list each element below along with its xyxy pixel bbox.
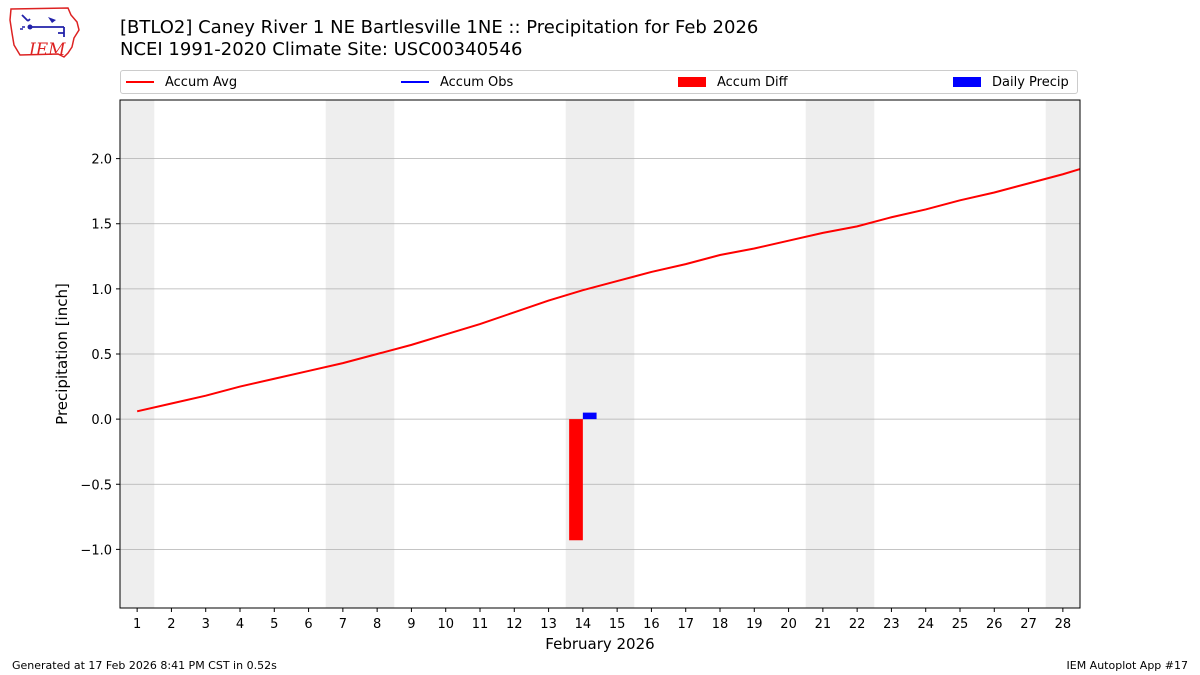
- x-tick-label: 24: [917, 617, 934, 632]
- x-tick-label: 4: [236, 617, 244, 632]
- x-tick-label: 15: [609, 617, 626, 632]
- y-tick-label: −1.0: [80, 543, 112, 558]
- y-tick-label: −0.5: [80, 478, 112, 493]
- chart-subtitle: NCEI 1991-2020 Climate Site: USC00340546: [120, 39, 523, 60]
- x-tick-label: 25: [952, 617, 969, 632]
- x-tick-label: 26: [986, 617, 1003, 632]
- x-tick-label: 20: [780, 617, 797, 632]
- series-lines: [136, 168, 1081, 413]
- daily-precip-bar: [582, 412, 597, 420]
- chart-title: [BTLO2] Caney River 1 NE Bartlesville 1N…: [120, 17, 759, 38]
- x-tick-label: 22: [849, 617, 866, 632]
- x-tick-label: 13: [540, 617, 557, 632]
- x-tick-label: 21: [815, 617, 832, 632]
- legend-item-accum-diff: Accum Diff: [678, 71, 788, 93]
- x-axis-label: February 2026: [545, 635, 654, 653]
- accum-diff-bar: [569, 419, 583, 541]
- y-tick-label: 1.0: [91, 283, 112, 298]
- iowa-state-map-icon: [9, 7, 80, 58]
- x-tick-label: 12: [506, 617, 523, 632]
- iem-logo: IEM: [8, 5, 80, 60]
- x-tick-label: 9: [407, 617, 415, 632]
- x-tick-label: 3: [202, 617, 210, 632]
- y-tick-label: 0.0: [91, 413, 112, 428]
- legend-swatch-accum-obs: [401, 81, 429, 83]
- x-tick-label: 7: [339, 617, 347, 632]
- bars: [569, 412, 597, 541]
- accum-avg-line: [136, 168, 1081, 413]
- legend-swatch-daily-precip: [953, 77, 981, 87]
- x-tick-label: 5: [270, 617, 278, 632]
- logo-text: IEM: [29, 40, 66, 60]
- legend-label-daily-precip: Daily Precip: [992, 74, 1069, 90]
- y-tick-label: 0.5: [91, 348, 112, 363]
- footer-app-text: IEM Autoplot App #17: [1066, 659, 1189, 672]
- gridlines: [120, 158, 1080, 550]
- x-tick-label: 6: [304, 617, 312, 632]
- y-tick-label: 1.5: [91, 218, 112, 233]
- x-tick-label: 11: [472, 617, 489, 632]
- footer-generated-text: Generated at 17 Feb 2026 8:41 PM CST in …: [12, 659, 277, 672]
- x-tick-label: 27: [1020, 617, 1037, 632]
- legend-label-accum-diff: Accum Diff: [717, 74, 788, 90]
- legend-swatch-accum-avg: [126, 81, 154, 83]
- x-tick-label: 18: [712, 617, 729, 632]
- legend-item-daily-precip: Daily Precip: [953, 71, 1069, 93]
- x-tick-label: 14: [575, 617, 592, 632]
- x-tick-label: 19: [746, 617, 763, 632]
- legend-item-accum-avg: Accum Avg: [126, 71, 237, 93]
- x-tick-label: 2: [167, 617, 175, 632]
- legend-swatch-accum-diff: [678, 77, 706, 87]
- legend: Accum Avg Accum Obs Accum Diff Daily Pre…: [120, 70, 1078, 94]
- axis-ticks: −1.0−0.50.00.51.01.52.01 2 3 4 5 6 7 8 9 10 11 12 13…: [80, 153, 1071, 632]
- y-tick-label: 2.0: [91, 153, 112, 168]
- x-tick-label: 8: [373, 617, 381, 632]
- x-tick-label: 16: [643, 617, 660, 632]
- x-tick-label: 23: [883, 617, 900, 632]
- x-tick-label: 1: [133, 617, 141, 632]
- x-tick-label: 10: [437, 617, 454, 632]
- legend-label-accum-obs: Accum Obs: [440, 74, 514, 90]
- x-tick-label: 17: [677, 617, 694, 632]
- legend-label-accum-avg: Accum Avg: [165, 74, 238, 90]
- x-tick-label: 28: [1055, 617, 1072, 632]
- legend-item-accum-obs: Accum Obs: [401, 71, 513, 93]
- y-axis-label: Precipitation [inch]: [53, 283, 71, 425]
